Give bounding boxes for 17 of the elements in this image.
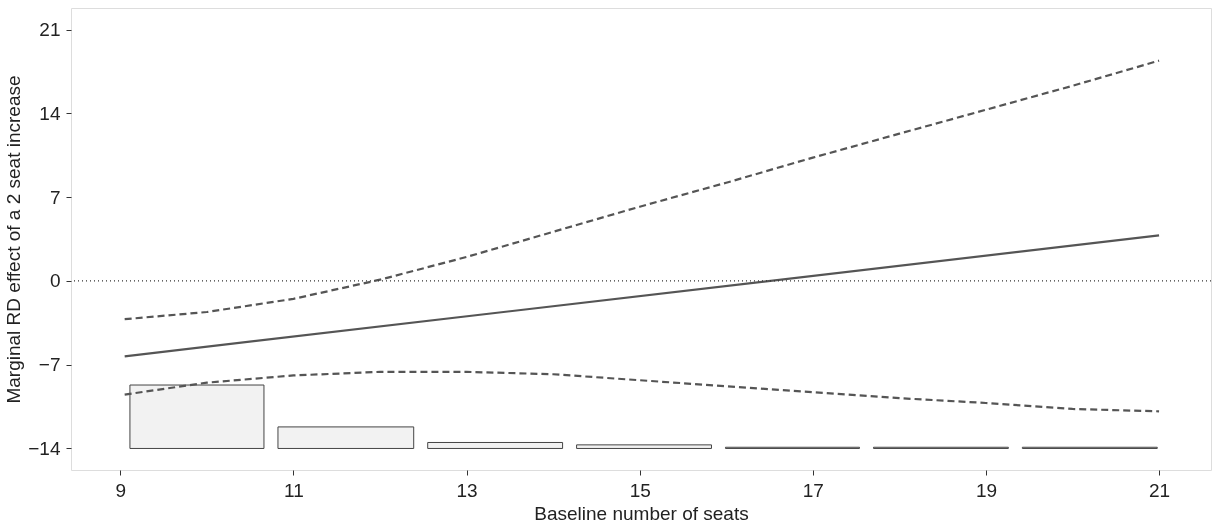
y-tick-label: −14	[28, 437, 61, 459]
x-tick-label: 19	[975, 479, 998, 501]
x-tick-label: 9	[115, 479, 127, 501]
x-tick-label: 21	[1148, 479, 1171, 501]
y-tick-label: −7	[38, 354, 61, 376]
y-tick-label: 14	[39, 102, 61, 124]
y-tick-label: 7	[49, 186, 61, 208]
x-tick-label: 11	[284, 479, 304, 501]
x-axis-title: Baseline number of seats	[534, 502, 749, 524]
line-series	[123, 370, 1161, 413]
y-tick-label: 0	[49, 270, 61, 292]
x-tick-label: 17	[802, 479, 824, 501]
x-tick-label: 13	[456, 479, 478, 501]
y-axis-title: Marginal RD effect of a 2 seat increase	[3, 75, 25, 404]
line-series	[123, 59, 1161, 321]
y-tick-label: 21	[39, 19, 61, 41]
x-tick-label: 15	[629, 479, 651, 501]
